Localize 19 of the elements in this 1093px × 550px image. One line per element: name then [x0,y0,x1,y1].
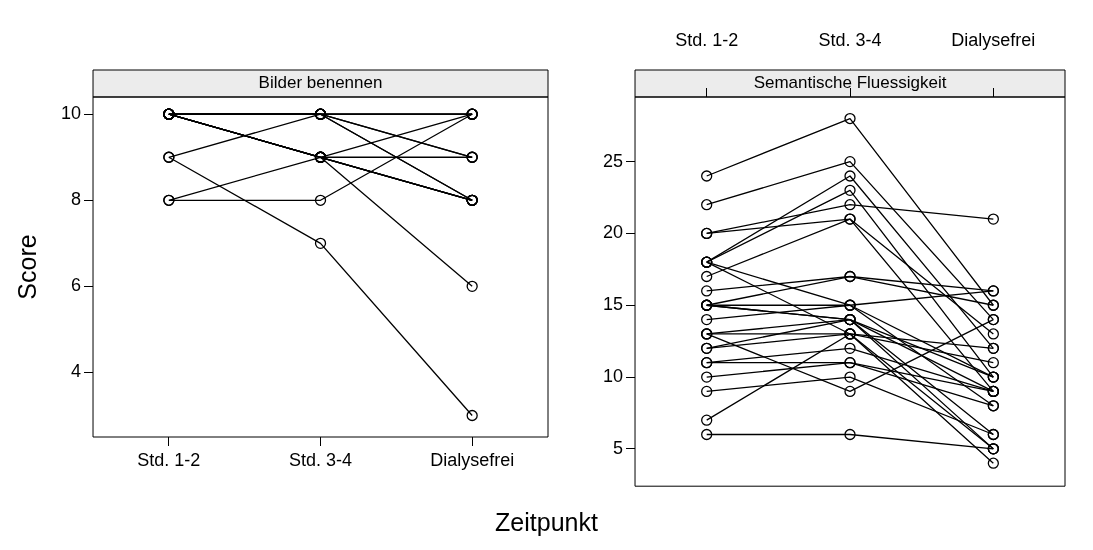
x-tick-label: Std. 3-4 [818,30,882,51]
x-tick-label: Dialysefrei [430,449,515,470]
y-axis-title: Score [12,234,41,300]
chart-title: Bilder benennen [258,73,383,93]
y-tick-label: 15 [602,294,624,315]
y-tick-label: 25 [602,150,624,171]
x-axis-title: Zeitpunkt [494,508,599,537]
y-tick-label: 5 [613,437,624,458]
y-tick-label: 20 [602,222,624,243]
chart-title: Semantische Fluessigkeit [753,73,947,93]
y-tick-label: 8 [71,189,82,210]
y-tick-label: 6 [71,275,82,296]
y-tick-label: 10 [602,366,624,387]
x-tick-label: Dialysefrei [951,30,1036,51]
x-tick-label: Std. 1-2 [137,449,201,470]
y-tick-label: 10 [60,103,82,124]
x-tick-label: Std. 1-2 [675,30,739,51]
y-tick-label: 4 [71,361,82,382]
x-tick-label: Std. 3-4 [288,449,353,470]
